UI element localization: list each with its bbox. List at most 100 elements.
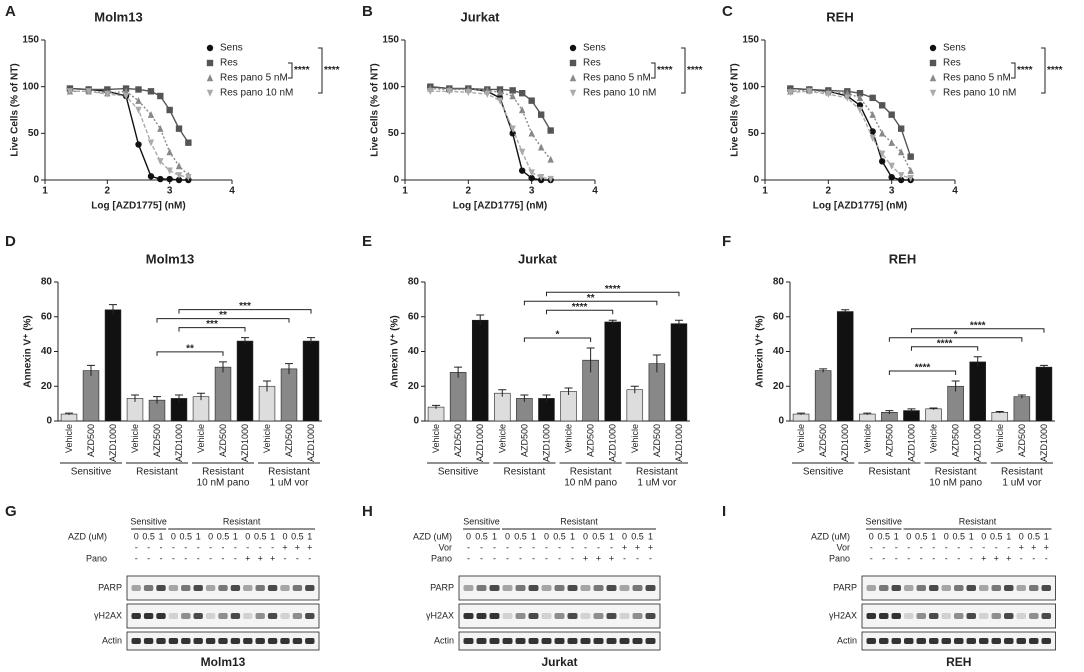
lane-value: 0.5 [217, 531, 230, 541]
significance-label: **** [572, 302, 588, 313]
marker [206, 89, 214, 97]
bar [560, 391, 577, 422]
blot-band [143, 585, 154, 591]
bar [192, 396, 210, 422]
group-label: Resistant [202, 467, 244, 478]
blot-band [515, 638, 526, 644]
blot-band [554, 638, 565, 644]
lane-value: 0.5 [180, 531, 193, 541]
bar [670, 323, 688, 422]
lane-value: + [295, 542, 300, 552]
x-tick-label: AZD1000 [973, 424, 983, 462]
blot-band [463, 613, 474, 619]
lane-value: - [172, 542, 175, 552]
lane-value: - [970, 542, 973, 552]
blot-band [541, 585, 552, 591]
lane-value: - [532, 542, 535, 552]
marker [157, 92, 164, 100]
lane-value: - [920, 542, 923, 552]
row-label: AZD (uM) [811, 531, 850, 541]
x-tick-label: AZD500 [586, 424, 596, 457]
marker [856, 106, 864, 114]
lane-value: 0 [544, 531, 549, 541]
lane-group-label: Resistant [560, 516, 598, 526]
significance-bracket [910, 328, 1045, 333]
legend-label: Res [220, 58, 238, 69]
lane-value: - [197, 542, 200, 552]
marker [888, 174, 895, 181]
marker [929, 74, 937, 82]
bar [494, 392, 511, 422]
blot-band [991, 638, 1001, 644]
lane-group-label: Sensitive [463, 516, 500, 526]
blot-band [267, 613, 278, 619]
group-label: Resistant [869, 467, 911, 478]
blot-band [267, 585, 278, 591]
marker [869, 94, 876, 102]
blot-band [255, 585, 265, 591]
group-label: 1 uM vor [270, 478, 310, 489]
marker [929, 59, 937, 67]
y-axis-label: Live Cells (% of NT) [10, 63, 21, 156]
blot-band [515, 585, 526, 591]
lane-value: + [270, 553, 275, 563]
blot-band [280, 638, 290, 644]
lane-value: 0.5 [475, 531, 488, 541]
lane-value: 0.5 [592, 531, 605, 541]
row-label: Pano [86, 553, 107, 563]
significance-bracket [156, 351, 224, 356]
lane-value: - [234, 553, 237, 563]
lane-value: - [895, 542, 898, 552]
lane-value: - [519, 553, 522, 563]
blot-band [489, 638, 500, 644]
series-line [69, 90, 189, 176]
row-label: AZD (uM) [413, 531, 452, 541]
panel-letter: D [5, 233, 16, 250]
blot-band [463, 585, 474, 591]
significance-label: * [556, 330, 560, 341]
lane-value: - [957, 542, 960, 552]
lane-value: + [596, 553, 601, 563]
legend-label: Res [943, 58, 961, 69]
bar [836, 311, 854, 422]
bar [82, 370, 100, 422]
lane-value: + [583, 553, 588, 563]
bar [449, 372, 467, 422]
blot-band [218, 638, 228, 644]
lane-value: 1 [648, 531, 653, 541]
error-bar [432, 404, 441, 409]
lane-value: 0.5 [291, 531, 304, 541]
blot-band [954, 638, 964, 644]
significance-label: *** [239, 301, 251, 312]
y-axis-label: Annexin V⁺ (%) [390, 315, 401, 388]
group-label: Resistant [504, 467, 546, 478]
marker [878, 158, 886, 165]
y-axis-label: Live Cells (% of NT) [730, 63, 741, 156]
lane-value: - [259, 542, 262, 552]
marker [856, 94, 864, 102]
y-tick-label: 20 [41, 381, 53, 392]
blot-band [879, 585, 889, 591]
x-tick-label: Vehicle [431, 424, 441, 453]
row-label: Pano [431, 553, 452, 563]
error-bar [1017, 394, 1026, 399]
blot-band [866, 638, 876, 644]
row-label: AZD (uM) [68, 531, 107, 541]
marker [122, 92, 130, 100]
lane-value: 0.5 [553, 531, 566, 541]
lane-value: 1 [492, 531, 497, 541]
blot-band [1016, 638, 1026, 644]
bar [604, 321, 621, 422]
marker [157, 158, 164, 166]
blot-band [181, 585, 191, 591]
legend-label: Res [583, 58, 601, 69]
blot-band [606, 638, 617, 644]
blot-band [143, 613, 154, 619]
marker [888, 162, 895, 170]
chart-title: Jurkat [460, 9, 500, 24]
significance-bracket [318, 47, 323, 94]
blot-band [606, 585, 617, 591]
lane-value: - [480, 553, 483, 563]
group-label: Resistant [1001, 467, 1043, 478]
lane-value: 0.5 [990, 531, 1003, 541]
